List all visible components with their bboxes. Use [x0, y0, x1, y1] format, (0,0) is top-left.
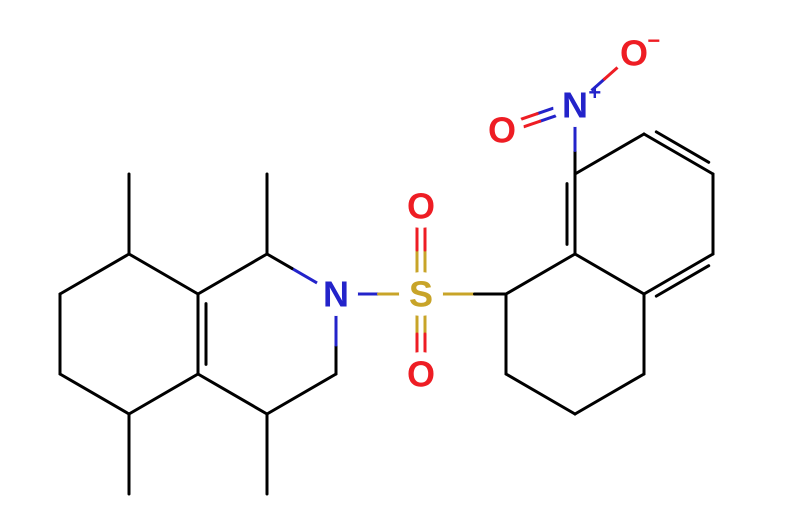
svg-text:S: S	[409, 274, 433, 315]
svg-text:−: −	[647, 28, 660, 53]
svg-text:+: +	[588, 80, 601, 105]
svg-text:O: O	[488, 110, 516, 151]
svg-text:N: N	[562, 85, 588, 126]
molecule-diagram: NSOON+OO−	[0, 0, 808, 511]
atom-o3: O	[480, 108, 524, 152]
svg-text:O: O	[407, 186, 435, 227]
atom-s1: S	[399, 272, 443, 316]
atom-n1: N	[314, 272, 358, 316]
svg-text:N: N	[323, 274, 349, 315]
svg-text:O: O	[407, 354, 435, 395]
atom-o1: O	[399, 352, 443, 396]
atom-o2: O	[399, 184, 443, 228]
svg-text:O: O	[620, 33, 648, 74]
diagram-background	[0, 0, 808, 511]
